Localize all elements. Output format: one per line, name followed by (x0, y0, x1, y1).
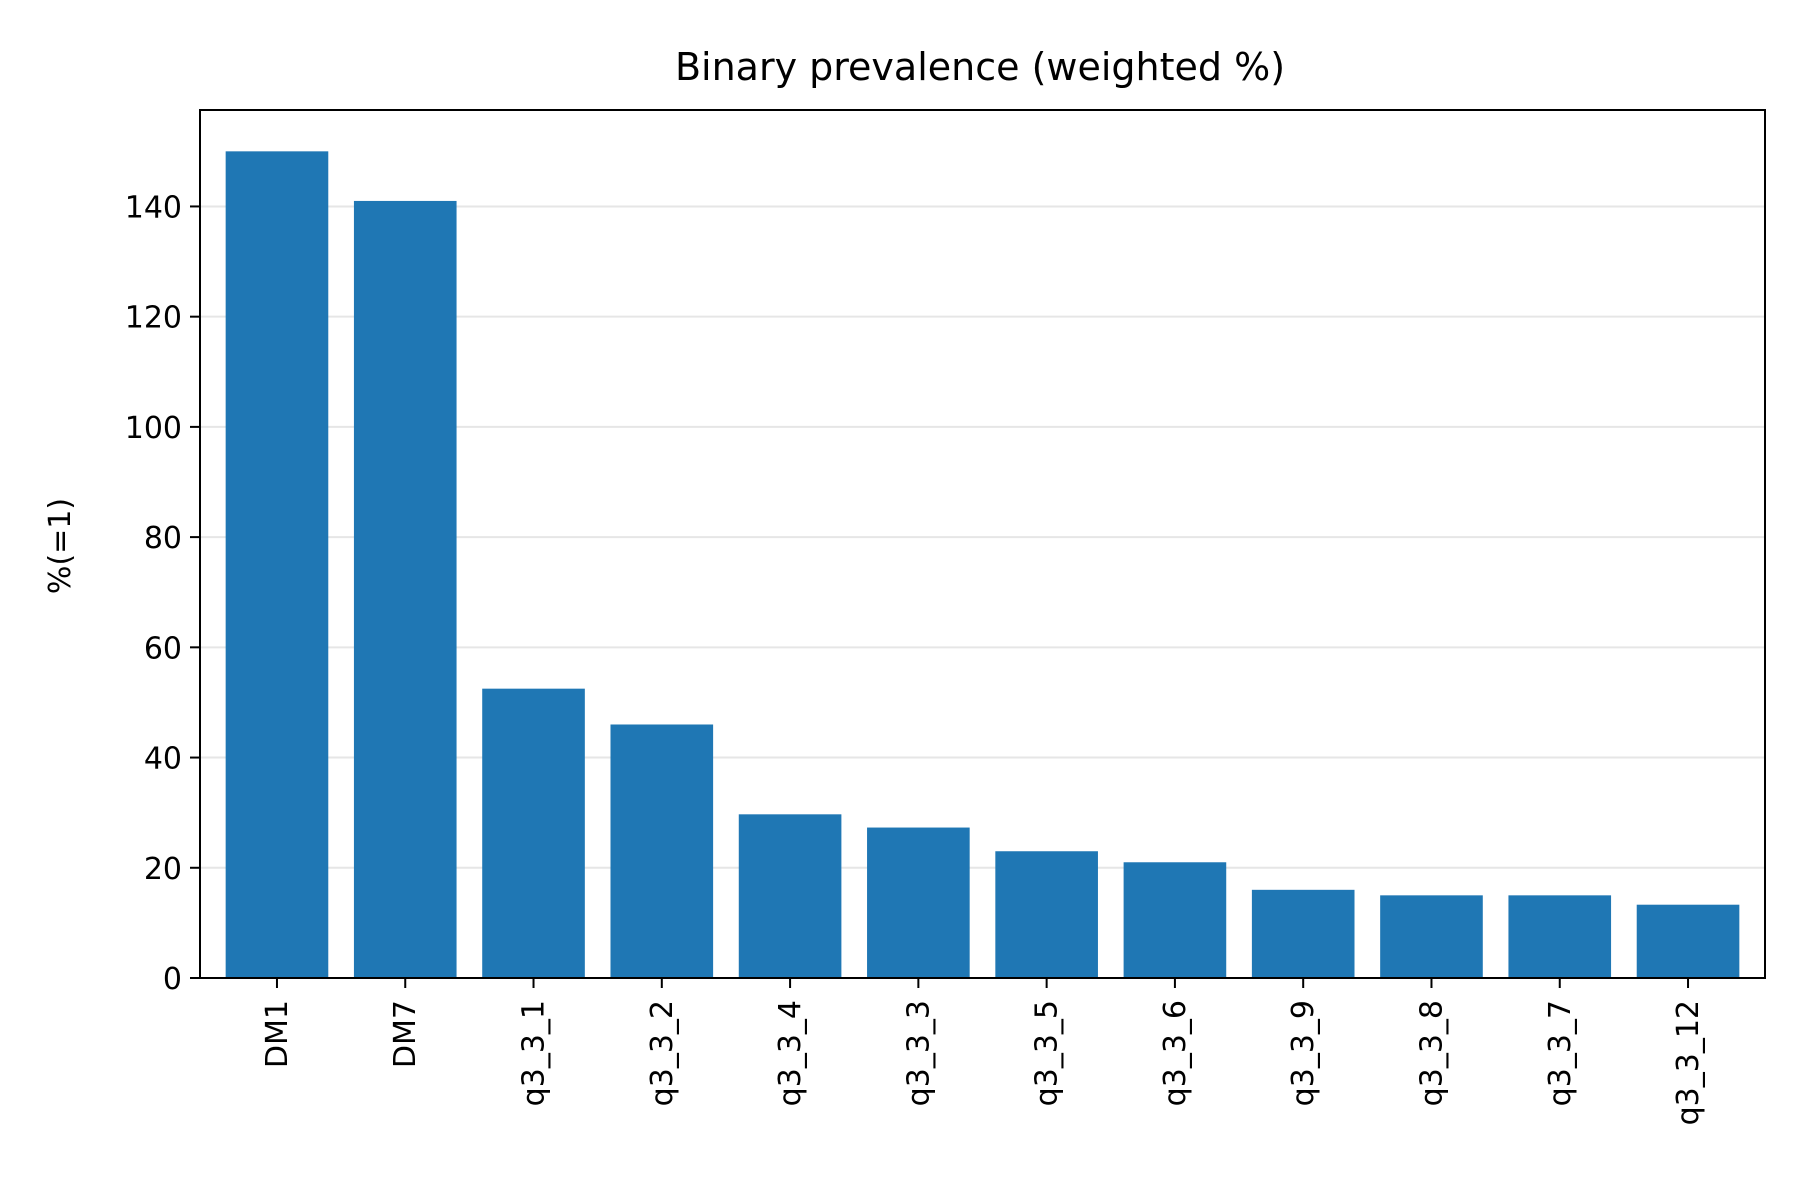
x-tick-label: DM7 (388, 1000, 423, 1068)
bar-q3_3_7 (1508, 895, 1612, 978)
x-tick-label: q3_3_2 (645, 1000, 680, 1106)
bar-DM7 (353, 200, 457, 978)
x-tick-label: q3_3_1 (517, 1000, 552, 1106)
y-tick-label: 120 (125, 301, 182, 336)
x-tick-label: q3_3_3 (901, 1000, 936, 1106)
x-tick-label: q3_3_8 (1414, 1000, 1449, 1106)
x-tick-label: q3_3_9 (1286, 1000, 1321, 1106)
bar-q3_3_9 (1251, 889, 1355, 978)
x-tick-label: DM1 (260, 1000, 295, 1068)
x-tick-label: q3_3_4 (773, 1000, 808, 1106)
y-axis-label: %(=1) (43, 498, 78, 594)
chart-title: Binary prevalence (weighted %) (675, 45, 1285, 89)
bar-q3_3_1 (482, 688, 585, 978)
x-tick-label: q3_3_7 (1543, 1000, 1578, 1106)
x-tick-label: q3_3_6 (1158, 1000, 1193, 1106)
bar-q3_3_6 (1123, 862, 1227, 978)
bar-q3_3_3 (867, 827, 970, 978)
bar-q3_3_12 (1636, 904, 1740, 978)
y-tick-label: 20 (144, 852, 182, 887)
bar-q3_3_8 (1380, 895, 1483, 978)
y-tick-label: 140 (125, 190, 182, 225)
bar-q3_3_2 (610, 724, 714, 978)
bar-DM1 (225, 151, 329, 979)
y-tick-label: 40 (144, 742, 182, 777)
y-tick-label: 80 (144, 521, 182, 556)
axes: 0 20 40 60 80 100 120 140 DM1 DM7 q3_3_1 q3_3_2 q3_3… (125, 190, 1706, 1125)
x-tick-label: q3_3_12 (1671, 1000, 1706, 1125)
bar-q3_3_4 (738, 814, 842, 978)
bar-q3_3_5 (995, 851, 1098, 978)
plot-frame (199, 109, 1766, 979)
x-tick-label: q3_3_5 (1030, 1000, 1065, 1106)
y-tick-label: 100 (125, 411, 182, 446)
bars (225, 151, 1740, 979)
y-tick-label: 60 (144, 631, 182, 666)
y-tick-label: 0 (163, 962, 182, 997)
